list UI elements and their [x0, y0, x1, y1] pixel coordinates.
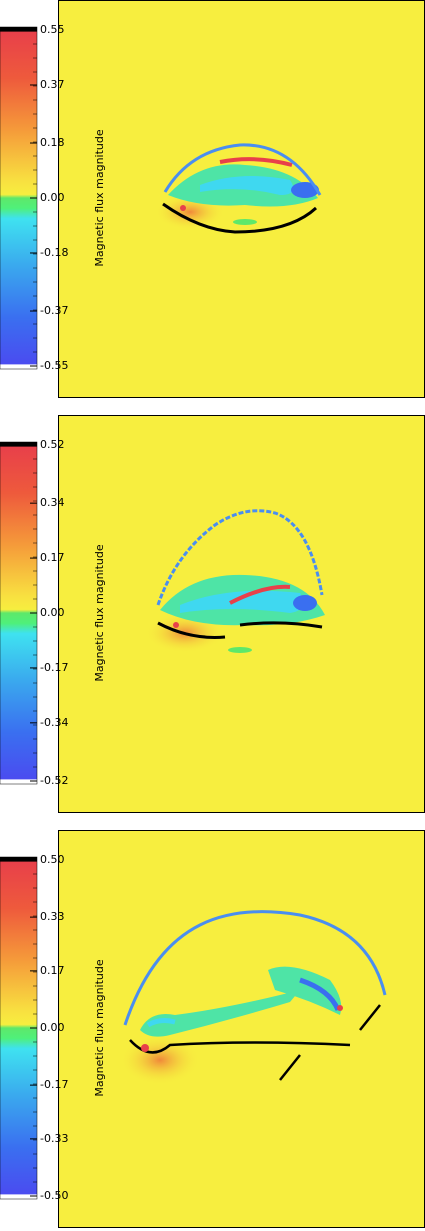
flux-image [120, 910, 387, 1085]
flux-image [155, 143, 322, 234]
tick-label: 0.17 [40, 551, 65, 564]
tick-label: 0.34 [40, 496, 65, 509]
tick-label: -0.33 [40, 1132, 68, 1145]
panel: 0.52 0.34 0.17 0.00 -0.17 -0.34 -0.52 Magnetic … [0, 415, 425, 813]
tick-label: -0.55 [40, 359, 68, 372]
tick-label: 0.17 [40, 964, 65, 977]
tick-label: 0.52 [40, 438, 65, 451]
tick-label: 0.00 [40, 606, 65, 619]
tick-label: 0.00 [40, 1021, 65, 1034]
tick-label: -0.17 [40, 661, 68, 674]
axis-label: Magnetic flux magnitude [93, 959, 106, 1097]
tick-label: -0.34 [40, 716, 68, 729]
tick-label: 0.55 [40, 23, 65, 36]
tick-label: 0.00 [40, 191, 65, 204]
image-frame [58, 830, 425, 1228]
axis-label: Magnetic flux magnitude [93, 129, 106, 267]
axis-label: Magnetic flux magnitude [93, 544, 106, 682]
panel: 0.55 0.37 0.18 0.00 -0.18 -0.37 -0.55 Magnetic … [0, 0, 425, 398]
tick-label: -0.50 [40, 1189, 68, 1202]
tick-label: -0.37 [40, 304, 68, 317]
tick-label: -0.52 [40, 774, 68, 787]
flux-image [145, 509, 325, 653]
tick-label: -0.17 [40, 1078, 68, 1091]
panel: 0.50 0.33 0.17 0.00 -0.17 -0.33 -0.50 Magnetic … [0, 830, 425, 1228]
tick-label: 0.37 [40, 78, 65, 91]
tick-label: 0.33 [40, 910, 65, 923]
tick-label: -0.18 [40, 246, 68, 259]
tick-label: 0.18 [40, 136, 65, 149]
tick-label: 0.50 [40, 853, 65, 866]
